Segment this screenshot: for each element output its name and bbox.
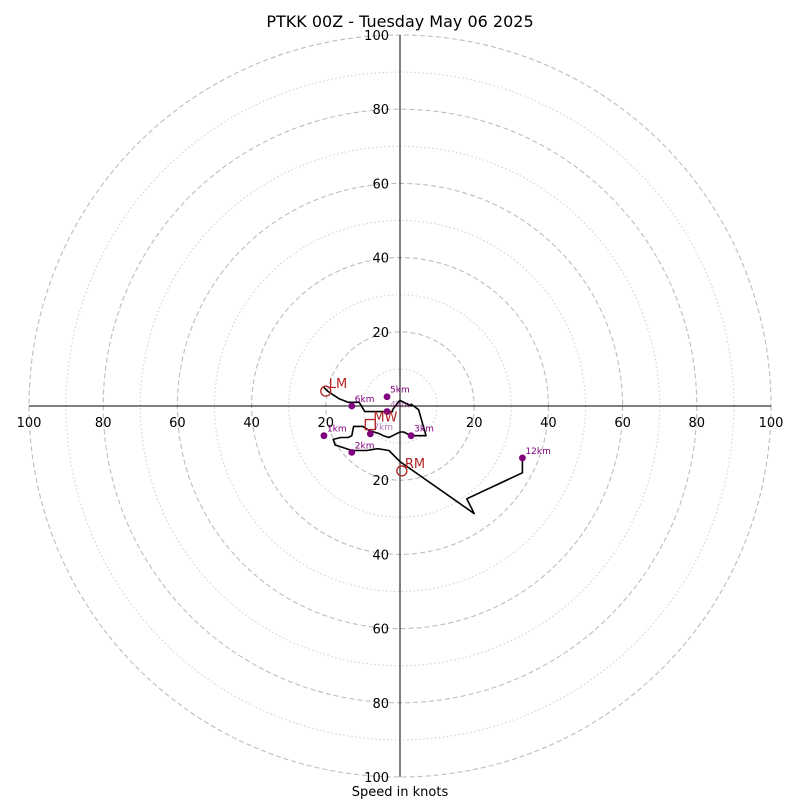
height-marker-dot [407,432,415,440]
height-marker-dot [383,393,391,401]
mean-wind-square [364,418,376,431]
storm-motion-circle [320,385,332,397]
height-marker-label: 6km [355,395,375,405]
height-marker-label: 5km [390,386,410,396]
tick-labels: 100 80 60 40 20 20 40 60 80 100 100 80 60 40 20 20 40 60 8… [17,29,784,786]
y-tick-label: 80 [372,697,389,712]
height-marker-dot [366,430,374,438]
y-tick-label: 20 [372,326,389,341]
height-marker-dot [320,432,328,440]
x-tick-label: 80 [689,416,706,431]
y-tick-label: 100 [364,29,389,44]
height-marker-label: 1km [327,425,347,435]
x-tick-label: 40 [540,416,557,431]
x-tick-label: 60 [614,416,631,431]
height-marker-label: 4km [390,401,410,411]
height-marker-label: 7km [373,423,393,433]
x-tick-label: 40 [243,416,260,431]
y-tick-label: 60 [372,623,389,638]
x-tick-label: 20 [466,416,483,431]
height-markers: 1km 2km 3km 4km 5km 6km 7km 12km [320,386,551,462]
storm-motion-label: LM [329,377,347,392]
y-tick-label: 20 [372,474,389,489]
x-tick-label: 100 [17,416,42,431]
storm-motion-circle [396,465,408,477]
y-tick-label: 40 [372,252,389,267]
height-marker-label: 2km [355,441,375,451]
height-marker-dot [383,408,391,415]
storm-motion-label: RM [405,457,425,472]
y-tick-label: 40 [372,548,389,563]
y-tick-label: 100 [364,771,389,786]
chart-title: PTKK 00Z - Tuesday May 06 2025 [266,12,533,31]
x-axis-label: Speed in knots [352,785,449,800]
storm-motion-markers: LM RM MW [320,377,425,477]
height-marker-dot [348,402,356,410]
height-marker-dot [519,454,526,462]
axis-spines [29,35,771,777]
x-tick-label: 80 [95,416,112,431]
x-tick-label: 100 [759,416,784,431]
height-marker-label: 3km [414,425,434,435]
y-tick-label: 60 [372,177,389,192]
storm-motion-label: MW [373,411,397,426]
x-tick-label: 20 [318,416,335,431]
height-marker-label: 12km [525,447,550,457]
height-marker-dot [348,448,356,456]
y-tick-label: 80 [372,103,389,118]
x-tick-label: 60 [169,416,186,431]
